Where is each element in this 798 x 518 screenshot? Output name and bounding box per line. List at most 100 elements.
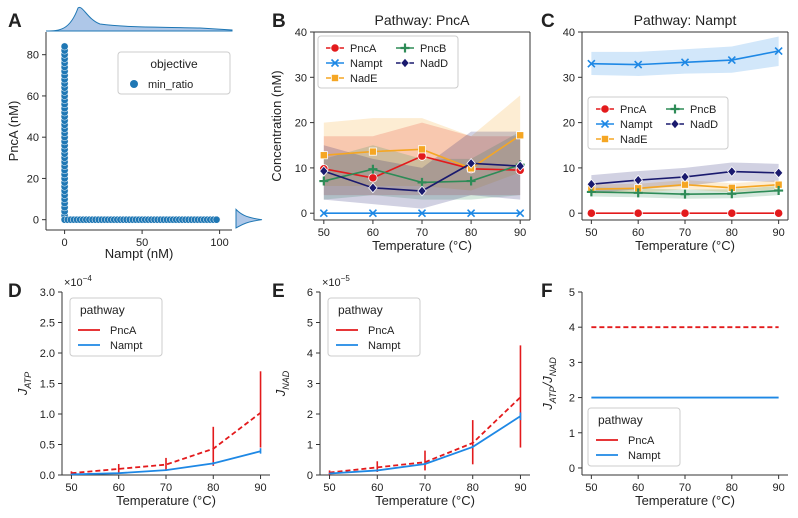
data-point [680,189,690,199]
x-tick-label: 50 [318,227,330,239]
x-tick-label: 60 [371,482,383,494]
y-tick-label: 30 [563,72,575,84]
y-axis-label-subscript: NAD [281,370,291,390]
y-tick-label: 4 [307,348,313,360]
panel-d-line-chart: 50 60 70 80 90 0.0 0.5 1.0 1.5 2.0 2.5 3.0 ×10−4 Temp… [15,274,270,508]
x-tick-label: 90 [773,227,785,239]
x-tick-label: 50 [585,227,597,239]
data-point [727,166,737,177]
x-tick-label: 70 [679,227,691,239]
legend-label: PncB [420,43,446,55]
panel-c-line-chart: 50 60 70 80 90 0 10 20 30 40 Pathway: Nampt Tempera… [563,12,789,253]
legend-marker [600,104,610,114]
x-tick-label: 90 [514,482,526,494]
data-point [516,209,525,218]
data-point [417,177,427,187]
legend-marker [600,119,610,129]
y-tick-label: 20 [563,118,575,130]
legend-label: NadD [690,119,718,131]
data-point [516,131,525,140]
data-point [680,58,690,67]
y-tick-label: 1.0 [40,409,55,421]
confidence-band [591,36,779,76]
data-point [466,176,476,186]
x-axis-label: Temperature (°C) [635,493,735,508]
x-tick-label: 80 [465,227,477,239]
y-tick-label: 20 [295,118,307,130]
legend-label: NadE [620,134,648,146]
y-tick-label: 2 [307,409,313,421]
panel-f-line-chart: 50 60 70 80 90 0 1 2 3 4 5 Temperature (°C) JATP/JNA… [540,287,788,508]
x-tick-label: 60 [367,227,379,239]
y-tick-label: 0 [569,463,575,475]
panel-e-line-chart: 50 60 70 80 90 0 1 2 3 4 5 6 ×10−5 Temperature (°C) JN… [273,274,530,508]
legend-label: Nampt [110,340,142,352]
axis-scale-factor: ×10−4 [64,274,92,289]
data-point [319,209,328,218]
y-tick-label: 0 [569,208,575,220]
legend-label: NadE [350,73,378,85]
series-line [71,412,262,475]
x-tick-label: 70 [160,482,172,494]
y-axis-label: JNAD [273,370,291,397]
scatter-point [212,215,221,224]
y-tick-label: 2.0 [40,348,55,360]
panel-letter-c: C [541,11,555,32]
data-point [727,56,736,65]
data-point [633,188,643,198]
x-tick-label: 0 [62,237,68,249]
y-tick-label: 20 [27,173,39,185]
data-point [773,167,784,179]
x-tick-label: 70 [679,482,691,494]
legend-marker [601,134,610,143]
y-tick-label: 6 [307,287,313,299]
y-tick-label: 2 [569,393,575,405]
legend-marker [670,118,680,130]
x-tick-label: 70 [419,482,431,494]
panel-letter-b: B [272,11,286,32]
legend-box [587,407,681,467]
panel-b-line-chart: 50 60 70 80 90 0 10 20 30 40 Pathway: PncA Temperat… [269,12,531,253]
panel-letter-f: F [541,281,553,302]
legend-label: Nampt [350,58,382,70]
y-tick-label: 4 [569,322,575,334]
data-point [368,209,377,218]
legend-label: Nampt [628,450,660,462]
y-axis-label: JATP [15,372,33,396]
y-tick-label: 3 [569,357,575,369]
legend-label: NadD [420,58,448,70]
y-axis-label: Concentration (nM) [269,70,284,181]
legend-title: pathway [598,413,643,427]
y-tick-label: 0.0 [40,470,55,482]
y-tick-label: 3 [307,379,313,391]
y-tick-label: 0 [33,215,39,227]
y-tick-label: 0 [307,470,313,482]
y-axis-label: PncA (nM) [6,101,21,162]
x-tick-label: 80 [207,482,219,494]
data-point [368,182,378,194]
y-axis-label-subscript: NAD [548,357,558,377]
data-point [680,171,690,183]
chart-title: Pathway: Nampt [634,12,737,28]
scatter-point [60,42,69,51]
x-tick-label: 60 [632,482,644,494]
x-axis-label: Temperature (°C) [372,238,472,253]
x-tick-label: 90 [773,482,785,494]
legend-box [117,51,231,95]
x-tick-label: 80 [467,482,479,494]
axis-scale-factor: ×10−5 [322,274,350,289]
chart-title: Pathway: PncA [375,12,471,28]
data-point [634,60,643,69]
data-point [774,186,784,196]
x-tick-label: 50 [136,237,148,249]
data-point [368,173,378,183]
y-tick-label: 10 [563,163,575,175]
legend-label: PncA [368,325,395,337]
x-tick-label: 80 [726,227,738,239]
y-tick-label: 0 [301,208,307,220]
y-tick-label: 80 [27,50,39,62]
data-point [633,174,643,186]
marginal-kde-right [235,208,263,229]
y-tick-label: 30 [295,72,307,84]
